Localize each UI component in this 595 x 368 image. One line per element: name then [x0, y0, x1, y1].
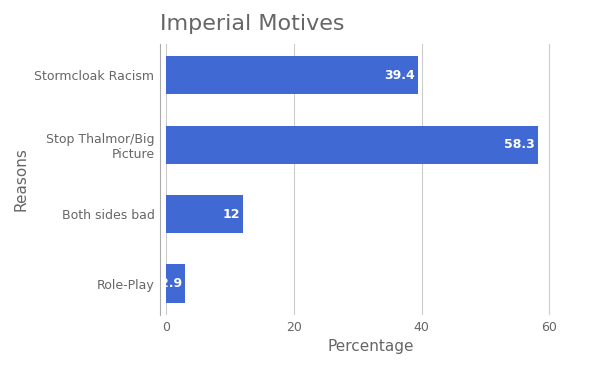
Text: 39.4: 39.4	[384, 69, 415, 82]
Bar	[167, 125, 538, 164]
Text: 2.9: 2.9	[159, 277, 181, 290]
Bar	[167, 265, 185, 302]
Text: 12: 12	[223, 208, 240, 221]
Bar	[167, 56, 418, 94]
Bar	[167, 195, 243, 233]
X-axis label: Percentage: Percentage	[327, 339, 414, 354]
Text: Imperial Motives: Imperial Motives	[160, 14, 345, 34]
Y-axis label: Reasons: Reasons	[14, 148, 29, 211]
Text: 58.3: 58.3	[505, 138, 535, 151]
